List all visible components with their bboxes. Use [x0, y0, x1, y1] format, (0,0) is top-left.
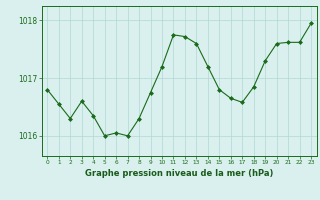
- X-axis label: Graphe pression niveau de la mer (hPa): Graphe pression niveau de la mer (hPa): [85, 169, 273, 178]
